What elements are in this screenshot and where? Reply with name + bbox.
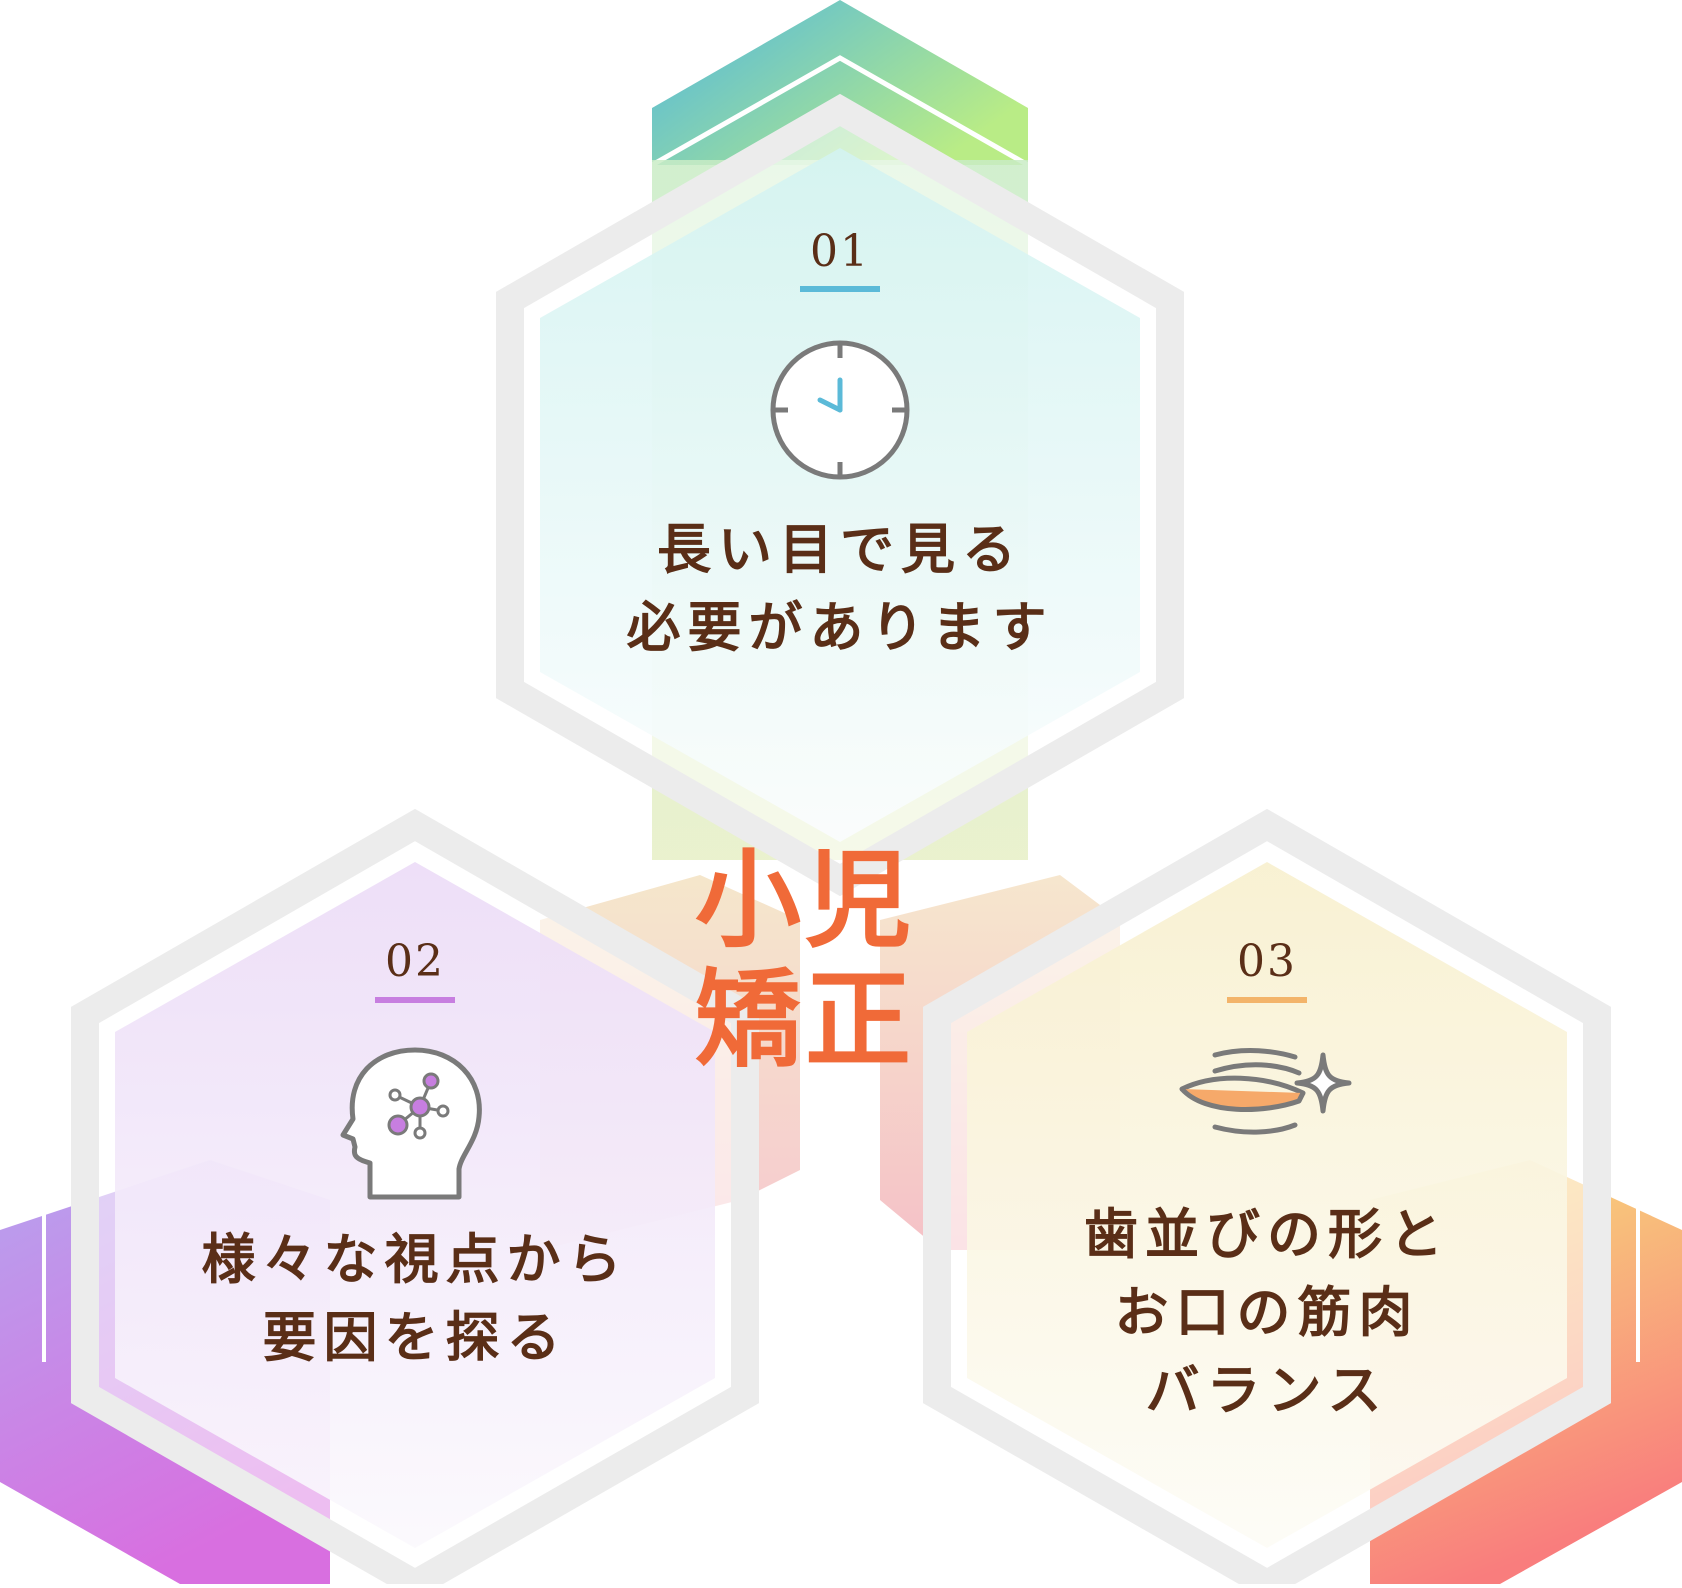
head-network-icon: [340, 1047, 482, 1200]
item-02-line-1: 様々な視点から: [201, 1227, 629, 1291]
item-01-line-1: 長い目で見る: [657, 517, 1023, 581]
item-text-03: 歯並びの形と お口の筋肉 バランス: [987, 1195, 1547, 1429]
item-number-01: 01: [810, 226, 870, 277]
top-cap-line: [650, 55, 1030, 168]
item-03-line-2: お口の筋肉: [1114, 1280, 1420, 1344]
center-title-line-1: 小児: [695, 837, 915, 962]
underline-01: [800, 286, 880, 292]
item-01-line-2: 必要があります: [626, 595, 1054, 659]
item-03-line-1: 歯並びの形と: [1084, 1202, 1450, 1266]
item-number-03: 03: [1237, 936, 1297, 987]
top-gradient-cap: [652, 0, 1028, 165]
underline-03: [1227, 997, 1307, 1003]
underline-02: [375, 997, 455, 1003]
item-03-line-3: バランス: [1145, 1358, 1389, 1422]
item-text-02: 様々な視点から 要因を探る: [135, 1220, 695, 1376]
item-text-01: 長い目で見る 必要があります: [560, 510, 1120, 666]
item-number-02: 02: [385, 936, 445, 987]
clock-icon: [770, 340, 910, 480]
center-title: 小児 矯正: [650, 840, 960, 1080]
teeth-sparkle-icon: [1179, 1048, 1352, 1135]
item-02-line-2: 要因を探る: [262, 1305, 568, 1369]
hexagon-01: [496, 93, 1184, 897]
center-title-line-2: 矯正: [695, 957, 915, 1082]
